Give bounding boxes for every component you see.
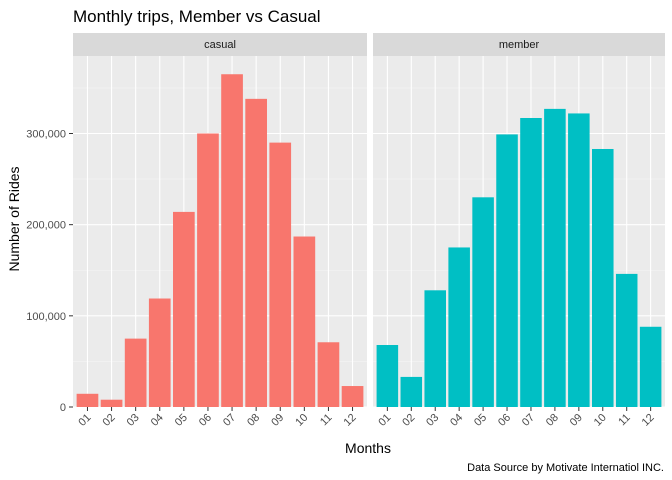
- chart-caption: Data Source by Motivate Internatiol INC.: [467, 462, 664, 474]
- bar-casual-05: [173, 211, 195, 407]
- x-tick-label: 05: [173, 412, 190, 429]
- x-tick-label: 12: [640, 412, 657, 429]
- bar-casual-06: [197, 133, 219, 407]
- facet-strip: [73, 33, 367, 56]
- x-axis-title: Months: [345, 440, 391, 456]
- facet-strip-label: member: [499, 39, 540, 51]
- bar-casual-03: [124, 338, 147, 407]
- x-tick-label: 01: [376, 412, 393, 429]
- bar-casual-12: [341, 386, 364, 407]
- x-tick-label: 10: [293, 412, 310, 429]
- facet-strip: [373, 33, 665, 56]
- bar-member-04: [448, 247, 470, 407]
- x-tick-label: 02: [101, 412, 118, 429]
- bar-casual-11: [317, 342, 340, 407]
- y-tick-label: 0: [60, 402, 66, 414]
- x-tick-label: 08: [544, 412, 561, 429]
- bar-member-06: [496, 134, 518, 407]
- bar-casual-04: [148, 298, 171, 407]
- x-tick-label: 03: [125, 412, 142, 429]
- x-tick-label: 04: [448, 412, 465, 429]
- x-tick-label: 01: [76, 412, 93, 429]
- bar-member-12: [639, 326, 662, 407]
- y-axis: 0 100,000 200,000 300,000: [26, 128, 73, 414]
- bar-member-05: [472, 197, 494, 407]
- bar-casual-07: [221, 74, 243, 407]
- bar-member-02: [400, 376, 423, 407]
- bar-member-11: [615, 273, 638, 407]
- x-tick-label: 11: [318, 412, 335, 429]
- x-tick-label: 10: [592, 412, 609, 429]
- facet-strip-label: casual: [204, 39, 236, 51]
- x-tick-label: 03: [424, 412, 441, 429]
- bar-casual-08: [245, 98, 267, 407]
- x-tick-label: 04: [149, 412, 166, 429]
- x-tick-label: 09: [269, 412, 286, 429]
- x-tick-label: 02: [400, 412, 417, 429]
- bar-member-09: [568, 113, 590, 407]
- x-tick-label: 11: [616, 412, 633, 429]
- chart-title: Monthly trips, Member vs Casual: [73, 7, 321, 26]
- bar-member-10: [592, 148, 614, 408]
- x-tick-label: 12: [342, 412, 359, 429]
- y-tick-label: 300,000: [26, 128, 66, 140]
- bar-member-01: [376, 345, 399, 407]
- facet-casual: casual 01 02 03 04 05 06 07 08 09 10 11 12: [73, 33, 367, 429]
- bar-casual-10: [293, 236, 316, 407]
- y-tick-label: 100,000: [26, 311, 66, 323]
- x-tick-label: 09: [568, 412, 585, 429]
- bar-casual-01: [76, 393, 99, 407]
- bar-member-07: [520, 117, 542, 407]
- y-axis-title: Number of Rides: [6, 166, 22, 271]
- facet-member: member 01 02 03 04 05 06 07 08 09 10 11 12: [373, 33, 665, 429]
- bar-member-03: [424, 290, 446, 407]
- bar-casual-02: [100, 399, 123, 407]
- x-tick-label: 06: [496, 412, 513, 429]
- x-tick-label: 08: [245, 412, 262, 429]
- x-tick-label: 07: [221, 412, 238, 429]
- bar-casual-09: [269, 142, 292, 407]
- y-tick-label: 200,000: [26, 220, 66, 232]
- x-tick-label: 07: [520, 412, 537, 429]
- bar-member-08: [544, 108, 566, 407]
- x-tick-label: 06: [197, 412, 214, 429]
- x-tick-label: 05: [472, 412, 489, 429]
